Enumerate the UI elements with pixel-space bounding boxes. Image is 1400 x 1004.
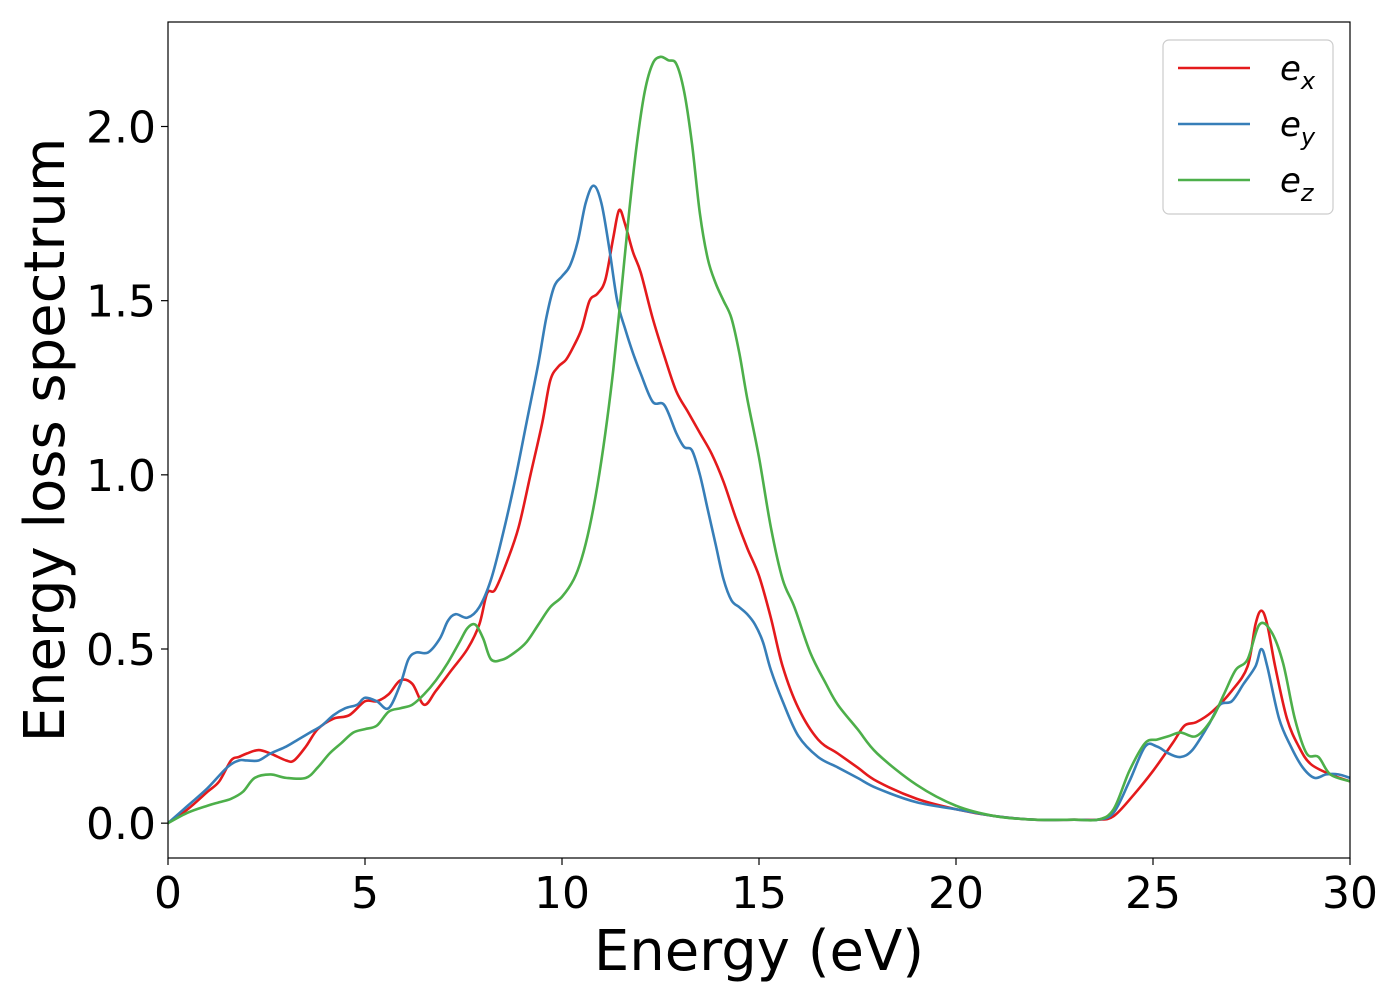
y-tick-label: 1.5 [86,277,156,328]
x-tick-label: 30 [1322,868,1378,919]
x-tick-label: 15 [731,868,787,919]
legend-frame [1162,39,1334,215]
series-line-e-x [168,208,1350,825]
x-axis: 0 5 10 15 20 25 30 [154,858,1378,919]
x-tick-label: 20 [928,868,984,919]
y-tick-label: 1.0 [86,451,156,502]
series-line-e-y [168,184,1350,825]
y-tick-label: 2.0 [86,103,156,154]
x-tick-label: 10 [534,868,590,919]
series-line-e-z [168,55,1350,825]
y-tick-label: 0.5 [86,625,156,676]
legend-label-e-x: ex [1280,49,1316,95]
x-tick-label: 0 [154,868,182,919]
x-axis-label: Energy (eV) [594,919,924,984]
legend-label-e-z: ez [1280,161,1315,207]
x-tick-label: 5 [351,868,379,919]
legend-label-e-y: ey [1280,105,1316,151]
series-layer [168,55,1350,825]
x-tick-label: 25 [1125,868,1181,919]
plot-area [168,22,1350,858]
legend: ex ey ez [1162,39,1334,215]
y-tick-label: 0.0 [86,799,156,850]
y-axis-label: Energy loss spectrum [13,138,78,743]
y-axis: 0.0 0.5 1.0 1.5 2.0 [86,103,168,850]
